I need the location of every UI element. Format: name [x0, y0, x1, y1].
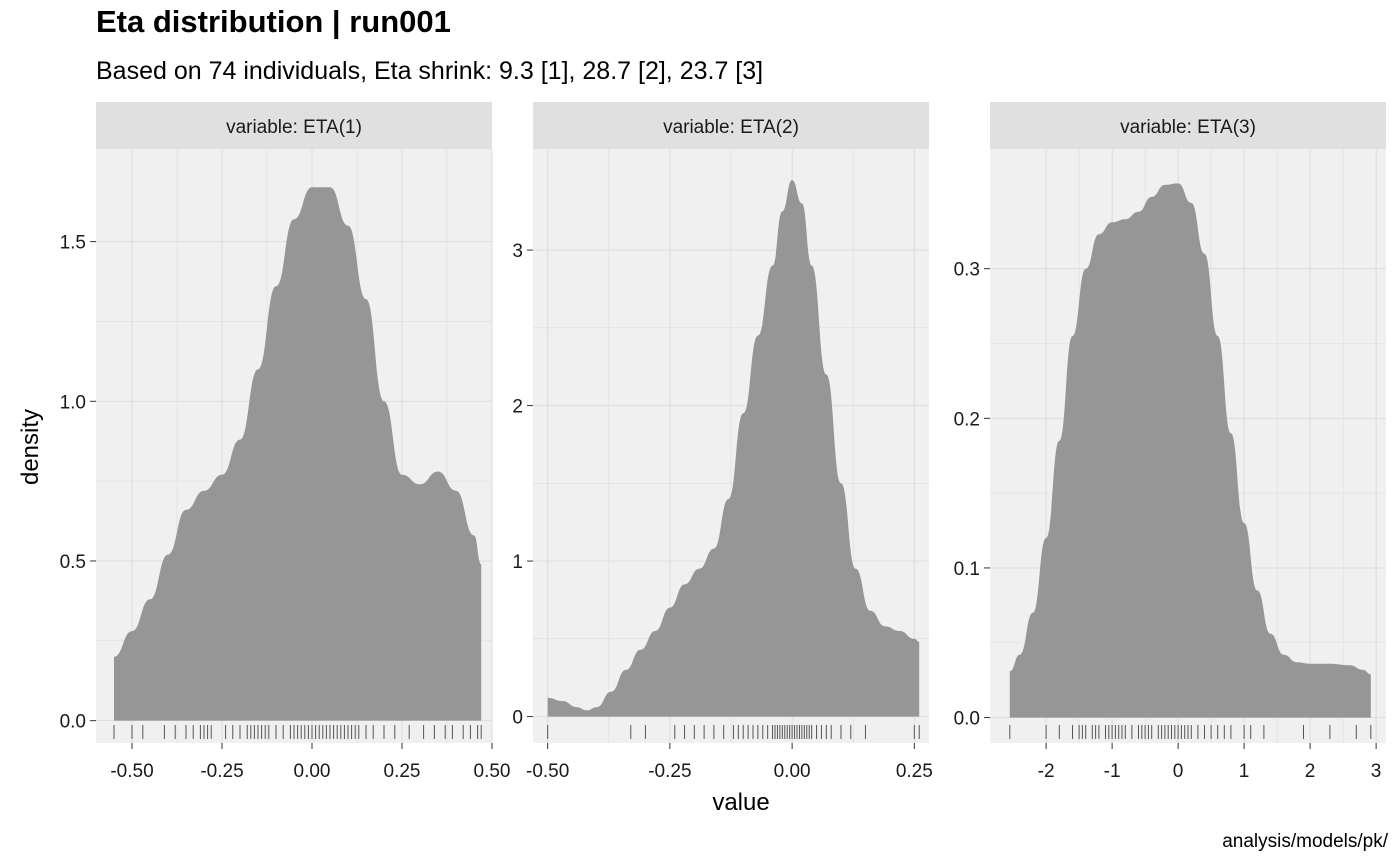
y-axis-title: density	[17, 409, 44, 485]
x-tick-label: 3	[1371, 761, 1382, 782]
x-tick-label: -0.50	[526, 761, 569, 782]
y-tick-label: 0.2	[954, 409, 980, 430]
facet-panel-1: variable: ETA(1) -0.50 -0.25 0.00 0.25 0.50 0.…	[60, 102, 511, 782]
y-tick-label: 0	[512, 708, 523, 729]
density-area	[1009, 183, 1371, 718]
x-tick-label: 0.00	[774, 761, 811, 782]
x-tick-label: 0.25	[384, 761, 421, 782]
x-tick-label: -0.50	[110, 761, 153, 782]
x-tick-label: -1	[1104, 761, 1121, 782]
y-tick-label: 0.3	[954, 260, 980, 281]
x-tick-label: 0	[1173, 761, 1184, 782]
y-tick-label: 0.5	[60, 552, 86, 573]
y-tick-label: 3	[512, 241, 523, 262]
x-tick-label: -0.25	[200, 761, 243, 782]
y-tick-label: 2	[512, 397, 523, 418]
x-tick-label: 0.25	[896, 761, 933, 782]
plot-caption: analysis/models/pk/	[1222, 831, 1388, 852]
x-tick-label: -2	[1038, 761, 1055, 782]
plot-subtitle: Based on 74 individuals, Eta shrink: 9.3…	[96, 57, 764, 85]
y-tick-label: 0.0	[954, 709, 980, 730]
facet-strip-label: variable: ETA(1)	[226, 117, 362, 138]
x-tick-label: 1	[1239, 761, 1250, 782]
x-tick-label: 0.00	[294, 761, 331, 782]
density-area	[114, 187, 482, 721]
plot-title: Eta distribution | run001	[96, 4, 451, 39]
y-tick-label: 1.5	[60, 233, 86, 254]
facet-strip-label: variable: ETA(2)	[663, 117, 799, 138]
x-tick-label: 0.50	[474, 761, 511, 782]
x-axis-title: value	[712, 789, 769, 816]
facet-strip-label: variable: ETA(3)	[1120, 117, 1256, 138]
facet-strip	[533, 102, 929, 149]
density-area	[547, 180, 920, 717]
y-tick-label: 1	[512, 552, 523, 573]
facet-strip	[990, 102, 1386, 149]
y-tick-label: 0.1	[954, 559, 980, 580]
y-tick-label: 1.0	[60, 392, 86, 413]
y-tick-label: 0.0	[60, 712, 86, 733]
x-tick-label: -0.25	[648, 761, 691, 782]
facet-strip	[96, 102, 492, 149]
facet-panel-2: variable: ETA(2) -0.50 -0.25 0.00 0.25 0 1 2 3	[512, 102, 933, 782]
facet-panel-3: variable: ETA(3) -2 -1 0 1 2 3 0.0 0.1 0.2 0.3	[954, 102, 1386, 782]
x-tick-label: 2	[1305, 761, 1316, 782]
